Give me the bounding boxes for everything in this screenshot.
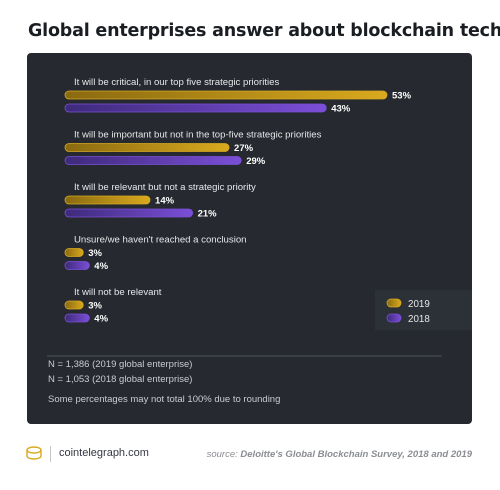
bar-2019: [64, 90, 388, 100]
legend-swatch-2019: [386, 298, 402, 308]
category-label: It will be important but not in the top-…: [74, 130, 322, 141]
data-label: 21%: [198, 209, 218, 220]
bar-2018: [64, 208, 193, 218]
category-label: It will be relevant but not a strategic …: [74, 182, 256, 193]
category-label: It will be critical, in our top five str…: [74, 77, 279, 88]
bar-2019: [64, 248, 84, 257]
note-sample-2018: N = 1,053 (2018 global enterprise): [48, 374, 193, 385]
data-label: 3%: [88, 301, 102, 312]
legend-swatch-2018: [386, 313, 402, 323]
site-link[interactable]: cointelegraph.com: [59, 447, 149, 459]
legend-panel: [375, 290, 472, 330]
chart-title: Global enterprises answer about blockcha…: [28, 21, 500, 41]
bar-2019: [64, 143, 230, 152]
bar-2018: [64, 313, 90, 323]
note-sample-2019: N = 1,386 (2019 global enterprise): [48, 359, 193, 370]
bar-chart: It will be critical, in our top five str…: [47, 77, 472, 357]
chart-card: It will be critical, in our top five str…: [27, 53, 472, 424]
bar-2018: [64, 103, 327, 113]
data-label: 29%: [246, 156, 266, 167]
category-label: Unsure/we haven't reached a conclusion: [74, 235, 247, 246]
data-label: 27%: [234, 143, 254, 154]
legend-label: 2018: [408, 314, 430, 325]
legend-label: 2019: [408, 299, 430, 310]
data-label: 14%: [155, 196, 175, 207]
bar-2019: [64, 195, 151, 205]
source-text: Deloitte's Global Blockchain Survey, 201…: [240, 449, 472, 460]
bar-2018: [64, 156, 242, 165]
bar-2018: [64, 261, 90, 270]
footer-divider: [50, 446, 51, 462]
source-prefix: source:: [206, 449, 238, 460]
note-rounding: Some percentages may not total 100% due …: [48, 394, 281, 405]
category-label: It will not be relevant: [74, 287, 162, 298]
source-credit: source: Deloitte's Global Blockchain Sur…: [207, 449, 472, 460]
data-label: 4%: [94, 261, 108, 272]
data-label: 43%: [331, 104, 351, 115]
data-label: 53%: [392, 91, 412, 102]
bar-2019: [64, 300, 84, 310]
data-label: 3%: [88, 248, 102, 259]
cointelegraph-logo-icon: [26, 446, 42, 460]
data-label: 4%: [94, 314, 108, 325]
